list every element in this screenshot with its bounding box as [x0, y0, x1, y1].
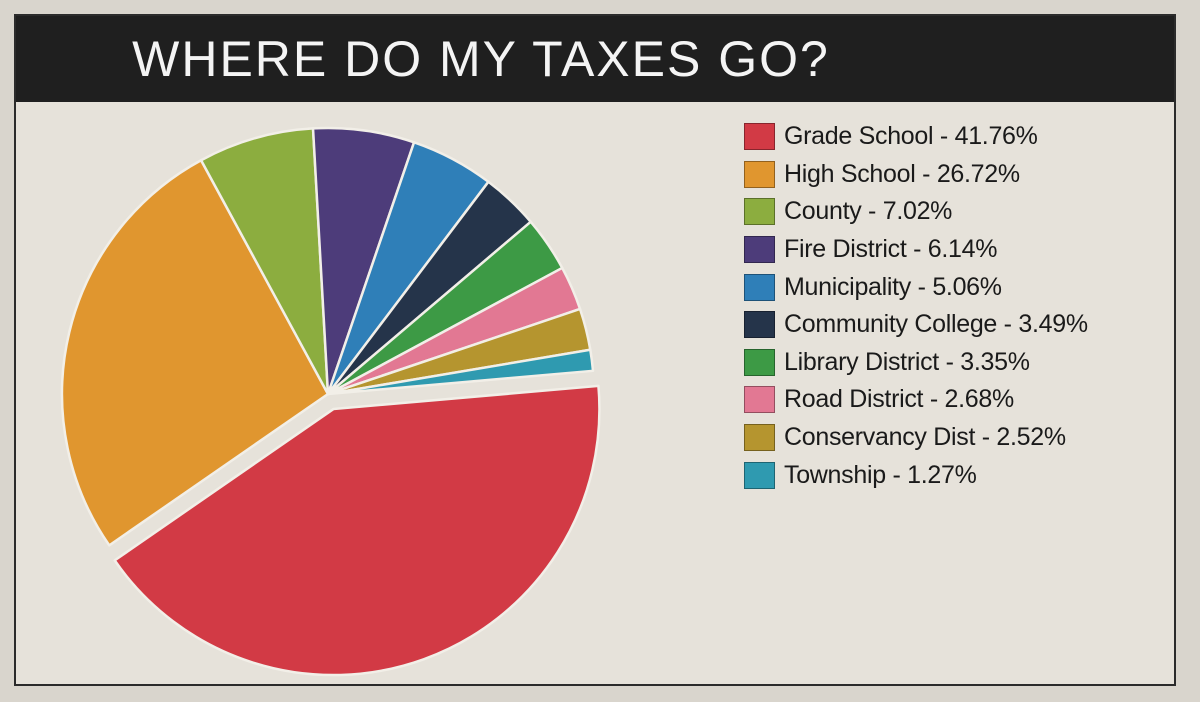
legend-swatch-community-college — [744, 311, 775, 339]
pie-slice-grade-school — [113, 384, 601, 677]
legend-swatch-conservancy-dist — [744, 424, 775, 452]
legend-swatch-road-district — [744, 386, 775, 414]
title-bar: WHERE DO MY TAXES GO? — [16, 16, 1174, 102]
legend-item-community-college: Community College - 3.49% — [744, 306, 1164, 344]
legend-item-high-school: High School - 26.72% — [744, 156, 1164, 194]
legend-swatch-library-district — [744, 348, 775, 376]
legend-swatch-municipality — [744, 273, 775, 301]
legend-item-fire-district: Fire District - 6.14% — [744, 231, 1164, 269]
pie-slice-township — [326, 348, 595, 396]
legend-item-county: County - 7.02% — [744, 193, 1164, 231]
legend-label-road-district: Road District - 2.68% — [784, 385, 1014, 414]
chart-title: WHERE DO MY TAXES GO? — [132, 31, 830, 87]
legend-item-grade-school: Grade School - 41.76% — [744, 118, 1164, 156]
legend-label-municipality: Municipality - 5.06% — [784, 272, 1002, 301]
legend-label-grade-school: Grade School - 41.76% — [784, 122, 1038, 151]
pie-chart — [60, 126, 601, 677]
legend-label-township: Township - 1.27% — [784, 460, 977, 489]
legend-swatch-fire-district — [744, 236, 775, 264]
pie-slice-high-school — [60, 158, 330, 547]
legend-label-fire-district: Fire District - 6.14% — [784, 235, 998, 264]
legend-label-county: County - 7.02% — [784, 197, 953, 226]
legend-item-township: Township - 1.27% — [744, 456, 1164, 494]
legend-item-conservancy-dist: Conservancy Dist - 2.52% — [744, 419, 1164, 457]
legend-swatch-county — [744, 198, 775, 226]
chart-panel: WHERE DO MY TAXES GO? Grade School - 41.… — [14, 14, 1176, 686]
legend-label-community-college: Community College - 3.49% — [784, 310, 1088, 339]
legend-label-conservancy-dist: Conservancy Dist - 2.52% — [784, 423, 1066, 452]
legend: Grade School - 41.76% High School - 26.72… — [744, 118, 1164, 494]
legend-swatch-grade-school — [744, 123, 775, 151]
legend-swatch-township — [744, 461, 775, 489]
legend-item-library-district: Library District - 3.35% — [744, 344, 1164, 382]
legend-item-road-district: Road District - 2.68% — [744, 381, 1164, 419]
legend-item-municipality: Municipality - 5.06% — [744, 268, 1164, 306]
legend-swatch-high-school — [744, 160, 775, 188]
pie-slice-county — [199, 127, 330, 396]
legend-label-library-district: Library District - 3.35% — [784, 347, 1030, 376]
legend-label-high-school: High School - 26.72% — [784, 159, 1020, 188]
